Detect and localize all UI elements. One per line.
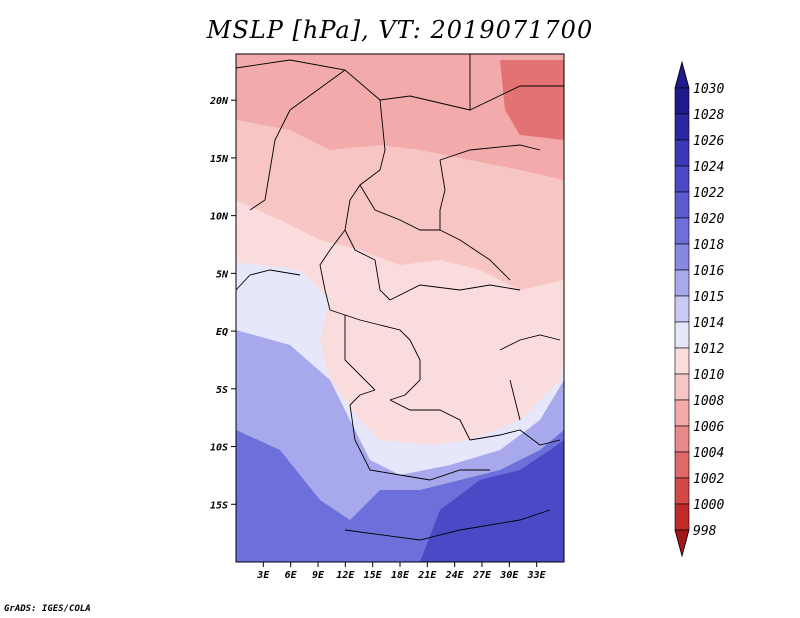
colorbar-box: [674, 87, 690, 115]
x-tick-label: 6E: [285, 570, 298, 581]
border-line: [236, 269, 301, 291]
border-line: [469, 85, 564, 111]
border-line: [349, 389, 401, 476]
colorbar-label: 1000: [693, 498, 724, 513]
colorbar-box: [674, 113, 690, 141]
field-northeast-low: [500, 60, 564, 140]
y-tick-label: 5S: [216, 385, 228, 396]
border-line: [289, 69, 346, 111]
border-line: [469, 429, 561, 446]
colorbar-box: [674, 295, 690, 323]
colorbar-box: [674, 399, 690, 427]
colorbar-label: 1008: [693, 394, 724, 409]
border-line: [329, 309, 411, 341]
y-tick-label: 10S: [210, 443, 228, 454]
y-tick-label: 15N: [210, 154, 229, 165]
border-line: [389, 339, 421, 401]
x-axis: 3E 6E 9E 12E 15E 18E 21E 24E 27E 30E 33E: [256, 562, 547, 581]
border-line: [509, 379, 521, 421]
x-tick-label: 24E: [445, 570, 465, 581]
y-tick-label: 15S: [210, 500, 228, 511]
colorbar-box: [674, 503, 690, 531]
border-line: [319, 249, 331, 311]
border-line: [359, 184, 440, 231]
border-line: [499, 334, 561, 351]
chart-title: MSLP [hPa], VT: 2019071700: [206, 16, 594, 44]
y-tick-label: 10N: [210, 212, 229, 223]
grads-credit: GrADS: IGES/COLA: [4, 604, 91, 614]
colorbar-label: 1002: [693, 472, 724, 487]
country-borders: [236, 54, 564, 541]
border-line: [439, 144, 541, 161]
colorbar-box: [674, 321, 690, 349]
colorbar-box: [674, 373, 690, 401]
x-tick-label: 3E: [256, 570, 270, 581]
colorbar-box: [674, 269, 690, 297]
colorbar-label: 1018: [693, 238, 724, 253]
colorbar-box: [674, 477, 690, 505]
colorbar-label: 1004: [693, 446, 724, 461]
colorbar-label: 1016: [693, 264, 724, 279]
border-line: [389, 284, 521, 301]
colorbar-box: [674, 425, 690, 453]
colorbar-label: 1024: [693, 160, 724, 175]
colorbar-label: 1026: [693, 134, 724, 149]
x-tick-label: 21E: [417, 570, 437, 581]
border-line: [389, 399, 471, 441]
field-southeast-africa: [420, 440, 564, 562]
border-line: [344, 509, 551, 541]
colorbar-label: 1014: [693, 316, 724, 331]
colorbar: 1030 1028 1026 1024 1022 1020 1018 1016 1015 1014…: [674, 60, 724, 558]
colorbar-label: 1028: [693, 108, 724, 123]
colorbar-box: [674, 165, 690, 193]
colorbar-box: [674, 191, 690, 219]
colorbar-box: [674, 243, 690, 271]
border-line: [344, 315, 376, 391]
y-tick-label: EQ: [216, 327, 228, 338]
border-line: [399, 469, 490, 481]
x-tick-label: 9E: [312, 570, 325, 581]
colorbar-label: 1022: [693, 186, 724, 201]
colorbar-label: 1015: [693, 290, 724, 305]
colorbar-box: [674, 139, 690, 167]
x-tick-label: 15E: [364, 570, 383, 581]
x-tick-label: 33E: [527, 570, 547, 581]
colorbar-label: 1012: [693, 342, 724, 357]
colorbar-top-arrow: [674, 60, 690, 89]
colorbar-box: [674, 347, 690, 375]
y-axis: 20N 15N 10N 5N EQ 5S 10S 15S: [209, 96, 236, 511]
colorbar-box: [674, 217, 690, 245]
colorbar-label: 1030: [693, 82, 724, 97]
x-tick-label: 30E: [499, 570, 519, 581]
colorbar-box: [674, 451, 690, 479]
colorbar-label: 1010: [693, 368, 724, 383]
x-tick-label: 27E: [472, 570, 492, 581]
pressure-field: [236, 54, 564, 562]
colorbar-label: 1006: [693, 420, 724, 435]
x-tick-label: 12E: [336, 570, 355, 581]
border-line: [249, 109, 291, 211]
x-tick-label: 18E: [391, 570, 410, 581]
y-tick-label: 20N: [209, 96, 229, 107]
colorbar-label: 1020: [693, 212, 724, 227]
colorbar-bottom-arrow: [674, 529, 690, 558]
colorbar-label: 998: [693, 524, 717, 539]
y-tick-label: 5N: [216, 269, 229, 280]
border-line: [344, 229, 391, 301]
